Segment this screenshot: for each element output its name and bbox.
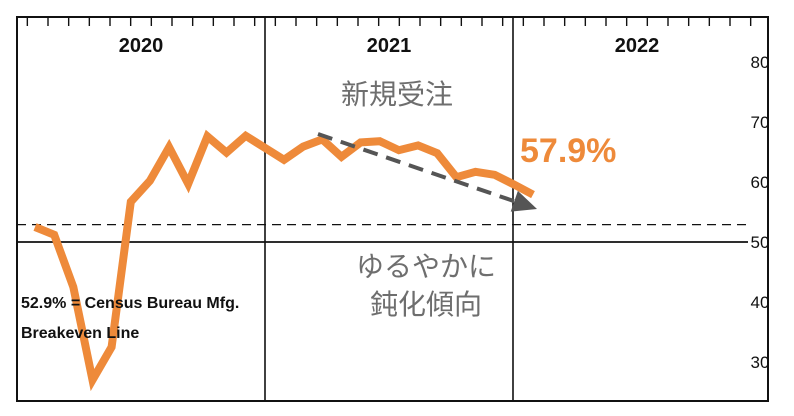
reference-lines	[17, 224, 748, 243]
label-layer: 2020 2021 2022 30 40 50 60 70 80	[119, 35, 770, 372]
y-tick-label: 80	[751, 53, 770, 72]
y-tick-label: 70	[751, 113, 770, 132]
year-label: 2020	[119, 35, 164, 57]
trend-arrow-layer	[317, 132, 537, 212]
year-label: 2021	[367, 35, 412, 57]
year-label: 2022	[615, 35, 660, 57]
annotation-breakeven-line1: 52.9% = Census Bureau Mfg.	[21, 295, 239, 312]
y-tick-label: 40	[751, 293, 770, 312]
annotation-latest-value: 57.9%	[520, 132, 616, 170]
y-tick-label: 60	[751, 173, 770, 192]
trend-arrow-head	[510, 190, 537, 212]
series-layer	[33, 129, 535, 392]
y-tick-label: 30	[751, 353, 770, 372]
y-tick-label: 50	[751, 233, 770, 252]
annotation-trend-line1: ゆるやかに	[356, 250, 496, 283]
annotation-breakeven-line2: Breakeven Line	[21, 325, 139, 342]
tick-layer	[26, 17, 752, 26]
chart-frame	[16, 16, 769, 402]
grid-layer	[264, 17, 514, 401]
annotation-trend-line2: 鈍化傾向	[370, 288, 482, 321]
annotation-title: 新規受注	[341, 78, 453, 111]
trend-arrow-shaft	[317, 132, 515, 204]
